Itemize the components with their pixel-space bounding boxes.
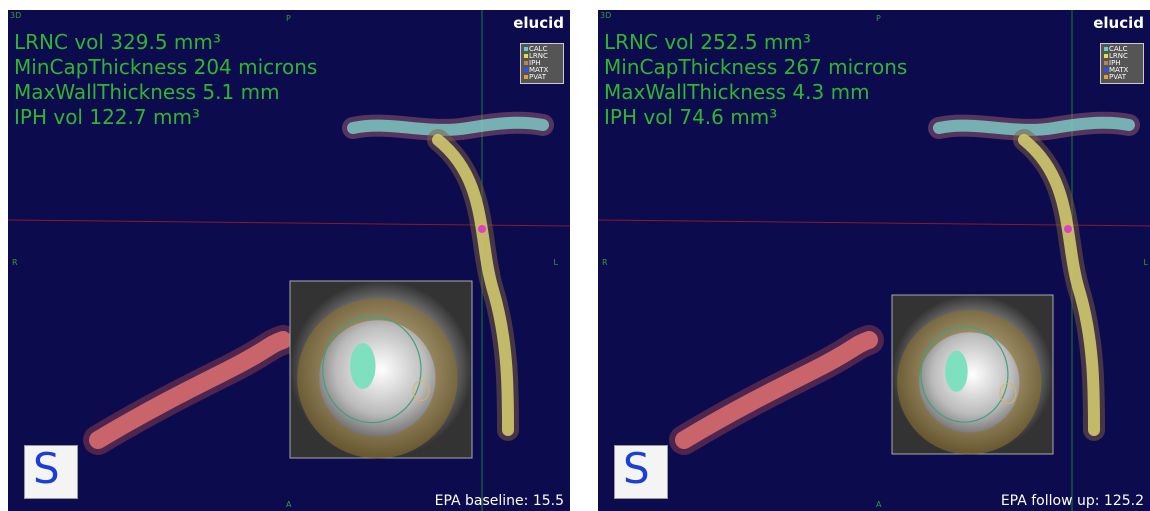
measurement: MinCapThickness 204 microns [14, 55, 317, 80]
orientation-cube: S [614, 445, 668, 499]
lumen [350, 343, 375, 389]
brand-logo: elucid [1093, 14, 1144, 32]
orientation-label: R [602, 258, 608, 267]
orientation-label: A [876, 500, 881, 509]
legend-swatch [1104, 54, 1108, 58]
legend-swatch [524, 54, 528, 58]
cube-label: S [623, 444, 650, 493]
orientation-label: 3D [600, 11, 611, 20]
measurement: MaxWallThickness 5.1 mm [14, 80, 317, 105]
legend-swatch [524, 68, 528, 72]
measurement: LRNC vol 252.5 mm³ [604, 30, 907, 55]
orientation-label: 3D [10, 11, 21, 20]
legend-swatch [1104, 61, 1108, 65]
measurement: IPH vol 74.6 mm³ [604, 105, 907, 130]
measurement: MaxWallThickness 4.3 mm [604, 80, 907, 105]
legend-label: PVAT [529, 74, 546, 81]
legend-item: PVAT [524, 74, 560, 81]
orientation-label: L [1144, 258, 1148, 267]
marker [478, 225, 486, 233]
orientation-label: P [876, 14, 881, 23]
orientation-label: P [286, 14, 291, 23]
legend-swatch [1104, 68, 1108, 72]
measurement: MinCapThickness 267 microns [604, 55, 907, 80]
orientation-cube: S [24, 445, 78, 499]
epa-label: EPA baseline: 15.5 [435, 493, 564, 509]
legend-swatch [1104, 75, 1108, 79]
vessel [98, 340, 283, 440]
orientation-label: R [12, 258, 18, 267]
page: 3D P R L Aelucid CALCLRNCIPHMATXPVAT LRNC vol … [0, 0, 1150, 511]
cube-label: S [33, 444, 60, 493]
orientation-label: A [286, 500, 291, 509]
legend-swatch [524, 61, 528, 65]
legend-swatch [1104, 47, 1108, 51]
legend-item: PVAT [1104, 74, 1140, 81]
lumen [945, 351, 968, 392]
vessel [684, 340, 869, 440]
legend-label: PVAT [1109, 74, 1126, 81]
orientation-label: L [554, 258, 558, 267]
measurement: LRNC vol 329.5 mm³ [14, 30, 317, 55]
measurement: IPH vol 122.7 mm³ [14, 105, 317, 130]
legend-swatch [524, 47, 528, 51]
brand-logo: elucid [513, 14, 564, 32]
marker [1064, 225, 1072, 233]
epa-label: EPA follow up: 125.2 [1001, 493, 1144, 509]
legend-swatch [524, 75, 528, 79]
